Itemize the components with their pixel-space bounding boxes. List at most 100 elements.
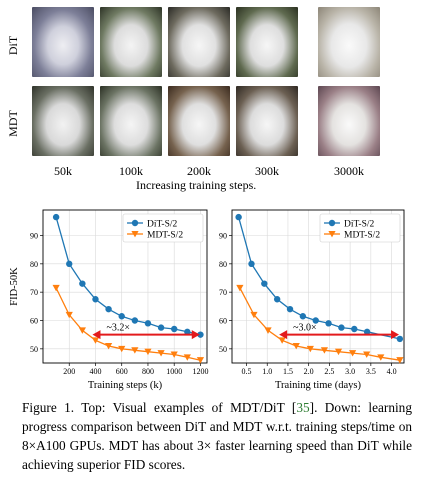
y-tick-label: 90 (219, 232, 227, 241)
data-point-mdt (170, 351, 178, 358)
x-tick-label: 3.5 (366, 367, 376, 376)
chart-panel-2 (229, 209, 405, 366)
x-tick-label: 400 (89, 367, 101, 376)
data-point-dit (273, 296, 281, 303)
legend-label: DiT-S/2 (344, 220, 375, 230)
legend-label: MDT-S/2 (344, 231, 380, 241)
legend-marker-mdt (131, 231, 139, 238)
y-tick-label: 70 (219, 288, 227, 297)
y-tick-label: 60 (219, 317, 227, 326)
row-label-dit: DiT (6, 35, 21, 56)
data-point-dit (79, 280, 86, 287)
data-point-mdt (65, 311, 73, 319)
data-point-mdt (196, 357, 205, 364)
speedup-annotation: ~3.2× (106, 323, 130, 334)
data-point-mdt (78, 327, 86, 334)
data-point-mdt (396, 357, 404, 364)
data-point-mdt (292, 343, 300, 350)
speedup-arrow-head-left (279, 330, 288, 340)
data-point-mdt (334, 348, 343, 356)
row-label-mdt: MDT (5, 110, 20, 137)
data-point-dit (325, 320, 332, 327)
legend-marker-mdt (328, 231, 336, 238)
data-point-dit (197, 331, 204, 338)
step-label-3000k: 3000k (334, 164, 364, 178)
x-tick-label: 4.0 (387, 367, 397, 376)
data-point-dit (363, 328, 371, 336)
legend-label: DiT-S/2 (147, 220, 178, 230)
y-tick-label: 80 (30, 260, 38, 269)
speedup-arrow-head-right (191, 330, 200, 340)
legend-marker-dit (328, 219, 336, 227)
x-tick-label: 200 (63, 367, 75, 376)
data-point-dit (52, 213, 60, 221)
x-tick-label: 600 (116, 367, 128, 376)
y-tick-label: 80 (219, 260, 227, 269)
x-tick-label: 1.0 (262, 367, 272, 376)
figure-caption: Figure 1. Top: Visual examples of MDT/Di… (22, 398, 412, 474)
x-axis-label: Training time (days) (275, 380, 361, 391)
x-tick-label: 0.5 (242, 367, 252, 376)
data-point-mdt (118, 345, 126, 353)
dit-sample-300k (236, 7, 298, 77)
mdt-sample-200k (168, 86, 230, 156)
data-point-mdt (250, 311, 258, 319)
x-tick-label: 1000 (166, 367, 182, 376)
data-point-dit (312, 317, 319, 324)
mdt-sample-300k (236, 86, 298, 156)
y-tick-label: 50 (30, 345, 38, 354)
data-point-dit (157, 324, 165, 331)
data-point-mdt (377, 354, 385, 361)
citation-link[interactable]: 35 (296, 400, 310, 415)
dit-sample-100k (100, 7, 162, 77)
plot-frame (42, 209, 208, 364)
dit-sample-200k (168, 7, 230, 77)
mdt-sample-3000k (318, 86, 380, 156)
data-point-dit (105, 305, 112, 313)
mdt-sample-50k (32, 86, 94, 156)
data-point-mdt (363, 351, 371, 358)
data-point-dit (131, 317, 139, 324)
speedup-annotation: ~3.0× (293, 323, 317, 334)
data-point-mdt (236, 284, 244, 292)
data-point-mdt (306, 345, 314, 353)
caption-text-2: ]. Down: learning progress comparison be… (22, 400, 412, 472)
x-tick-label: 1200 (192, 367, 208, 376)
chart-panel-1 (40, 209, 208, 366)
data-point-mdt (144, 348, 152, 356)
x-tick-label: 800 (142, 367, 154, 376)
data-point-dit (299, 313, 307, 320)
data-point-dit (118, 313, 125, 320)
data-point-mdt (278, 337, 286, 344)
series-line-mdt (239, 287, 400, 361)
step-label-200k: 200k (187, 164, 211, 178)
y-tick-label: 60 (30, 317, 38, 326)
caption-text-1: Figure 1. Top: Visual examples of MDT/Di… (22, 400, 297, 415)
x-tick-label: 2.0 (304, 367, 314, 376)
data-point-mdt (157, 350, 165, 357)
data-point-mdt (183, 354, 191, 361)
step-label-300k: 300k (255, 164, 279, 178)
plot-frame (231, 209, 405, 364)
legend-box (319, 213, 401, 243)
data-point-dit (261, 280, 268, 287)
data-point-mdt (349, 350, 357, 357)
step-label-100k: 100k (119, 164, 143, 178)
data-point-mdt (264, 327, 272, 334)
legend-marker-dit (131, 219, 139, 227)
data-point-dit (248, 260, 255, 268)
data-point-mdt (52, 284, 60, 292)
y-tick-label: 50 (219, 345, 227, 354)
y-axis-label: FID-50K (9, 267, 20, 306)
step-label-50k: 50k (54, 164, 72, 178)
data-point-dit (144, 320, 152, 327)
data-point-mdt (91, 337, 100, 344)
mdt-sample-100k (100, 86, 162, 156)
x-tick-label: 3.0 (345, 367, 355, 376)
fid-charts: 50 60 70 80 90 200 400 600 800 1000 1200 Training s… (9, 209, 405, 391)
data-point-dit (184, 328, 191, 336)
x-axis-label: Training steps (k) (88, 380, 163, 391)
x-tick-label: 2.5 (324, 367, 334, 376)
data-point-dit (351, 325, 358, 333)
sample-image-grid: DiT MDT 50k 100k 200k 300k 3000k Increas… (6, 4, 418, 196)
